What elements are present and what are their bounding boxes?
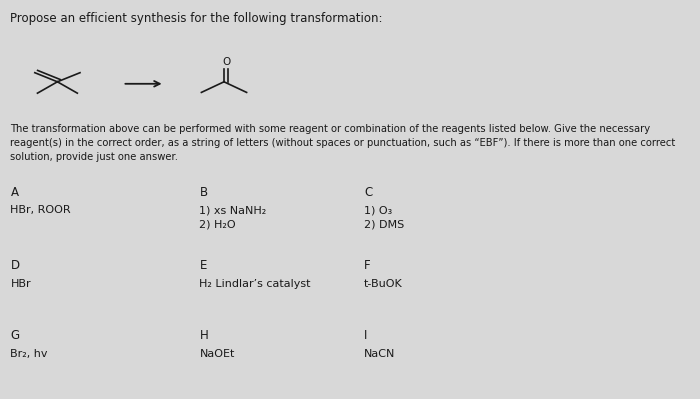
Text: Br₂, hv: Br₂, hv [10, 349, 48, 359]
Text: E: E [199, 259, 207, 273]
Text: HBr, ROOR: HBr, ROOR [10, 205, 71, 215]
Text: NaCN: NaCN [364, 349, 395, 359]
Text: 1) O₃
2) DMS: 1) O₃ 2) DMS [364, 205, 405, 229]
Text: The transformation above can be performed with some reagent or combination of th: The transformation above can be performe… [10, 124, 676, 162]
Text: D: D [10, 259, 20, 273]
Text: F: F [364, 259, 370, 273]
Text: I: I [364, 329, 368, 342]
Text: t-BuOK: t-BuOK [364, 279, 402, 289]
Text: O: O [222, 57, 230, 67]
Text: G: G [10, 329, 20, 342]
Text: 1) xs NaNH₂
2) H₂O: 1) xs NaNH₂ 2) H₂O [199, 205, 267, 229]
Text: B: B [199, 186, 208, 199]
Text: H₂ Lindlar’s catalyst: H₂ Lindlar’s catalyst [199, 279, 311, 289]
Text: NaOEt: NaOEt [199, 349, 235, 359]
Text: C: C [364, 186, 372, 199]
Text: H: H [199, 329, 209, 342]
Text: Propose an efficient synthesis for the following transformation:: Propose an efficient synthesis for the f… [10, 12, 383, 25]
Text: HBr: HBr [10, 279, 31, 289]
Text: A: A [10, 186, 18, 199]
